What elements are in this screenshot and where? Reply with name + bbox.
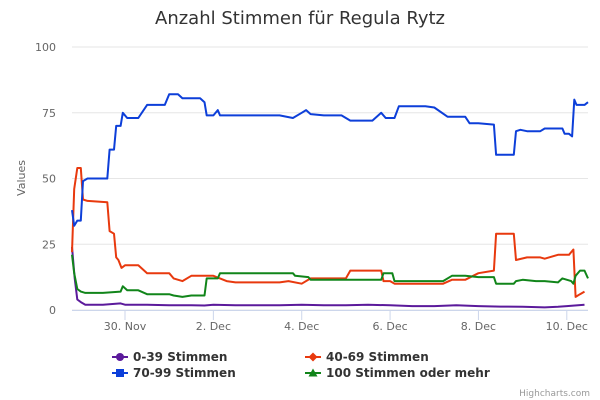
series-line-1[interactable]	[71, 167, 586, 298]
legend-item-0[interactable]: 0-39 Stimmen	[112, 350, 227, 364]
y-gridlines	[72, 46, 588, 311]
series-line-0[interactable]	[71, 246, 585, 309]
y-axis-tick-labels: 0 25 50 75 100	[35, 41, 56, 317]
x-tick-label: 8. Dec	[461, 320, 496, 333]
y-tick-label: 100	[35, 41, 56, 54]
y-tick-label: 0	[49, 304, 56, 317]
credits[interactable]: Highcharts.com	[519, 389, 590, 399]
legend-label: 0-39 Stimmen	[133, 350, 227, 364]
x-tick-label: 30. Nov	[104, 320, 147, 333]
legend-marker-diamond	[308, 352, 318, 362]
series-lines	[71, 93, 589, 309]
x-tick-label: 2. Dec	[196, 320, 231, 333]
legend-label: 100 Stimmen oder mehr	[326, 366, 490, 380]
y-tick-label: 50	[42, 173, 56, 186]
legend-item-2[interactable]: 70-99 Stimmen	[112, 366, 236, 380]
x-tick-label: 10. Dec	[546, 320, 588, 333]
legend-label: 40-69 Stimmen	[326, 350, 429, 364]
y-tick-label: 25	[42, 238, 56, 251]
x-tick-label: 6. Dec	[372, 320, 407, 333]
x-axis: 30. Nov 2. Dec 4. Dec 6. Dec 8. Dec 10. Dec	[72, 310, 588, 333]
y-axis-title: Values	[15, 160, 28, 196]
legend-item-1[interactable]: 40-69 Stimmen	[305, 350, 429, 364]
legend-marker-circle	[116, 353, 124, 361]
chart-title: Anzahl Stimmen für Regula Rytz	[155, 8, 445, 29]
series-line-3[interactable]	[71, 254, 589, 298]
y-tick-label: 75	[42, 107, 56, 120]
legend[interactable]: 0-39 Stimmen 40-69 Stimmen 70-99 Stimmen 10…	[112, 350, 490, 380]
legend-label: 70-99 Stimmen	[133, 366, 236, 380]
legend-item-3[interactable]: 100 Stimmen oder mehr	[305, 366, 490, 380]
legend-marker-square	[116, 369, 124, 377]
x-tick-label: 4. Dec	[284, 320, 319, 333]
legend-marker-triangle	[308, 368, 318, 377]
series-line-2[interactable]	[71, 93, 589, 227]
